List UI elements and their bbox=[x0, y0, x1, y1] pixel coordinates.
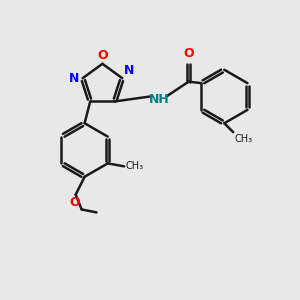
Text: O: O bbox=[183, 47, 194, 60]
Text: N: N bbox=[69, 72, 79, 85]
Text: O: O bbox=[69, 196, 80, 209]
Text: NH: NH bbox=[148, 93, 169, 106]
Text: CH₃: CH₃ bbox=[126, 161, 144, 171]
Text: O: O bbox=[97, 49, 108, 62]
Text: N: N bbox=[124, 64, 134, 77]
Text: CH₃: CH₃ bbox=[235, 134, 253, 144]
